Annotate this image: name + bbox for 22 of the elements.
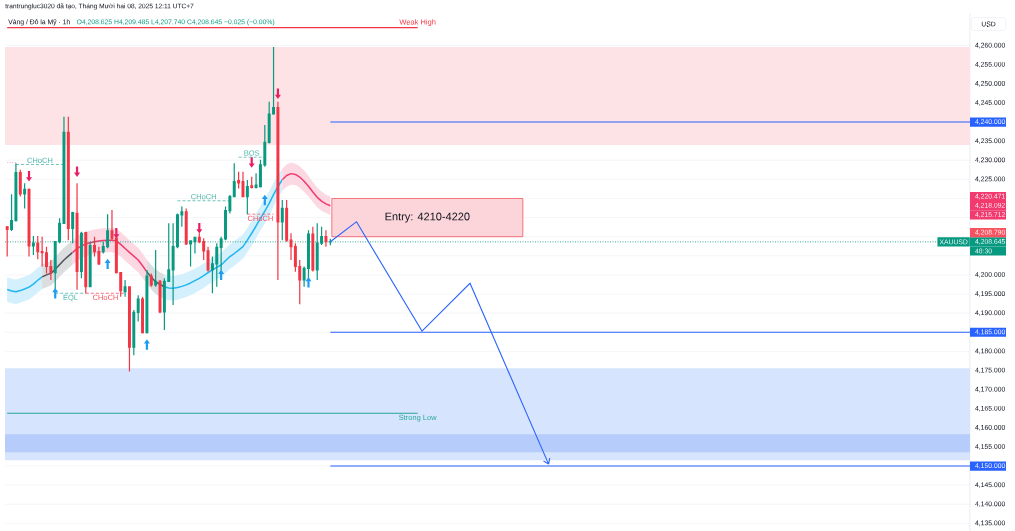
candlestick [149,272,153,288]
candlestick [136,294,140,323]
candlestick [123,279,127,298]
candlestick [241,171,245,198]
candlestick [23,182,27,210]
candlestick [206,246,210,273]
candlestick [5,225,9,258]
candlestick [232,162,236,198]
candlestick [276,101,280,281]
candlestick [280,199,284,241]
candlestick [75,182,79,291]
candlestick [27,187,31,258]
candlestick [324,229,328,248]
candlestick [202,237,206,261]
candlestick [250,176,254,190]
candlestick [158,279,162,314]
candlestick [154,249,158,288]
band-label: Entry: 4210-4220 [385,212,470,223]
candlestick [245,179,249,215]
candlestick [36,235,40,260]
candlestick [127,285,131,373]
candlestick [18,169,22,198]
